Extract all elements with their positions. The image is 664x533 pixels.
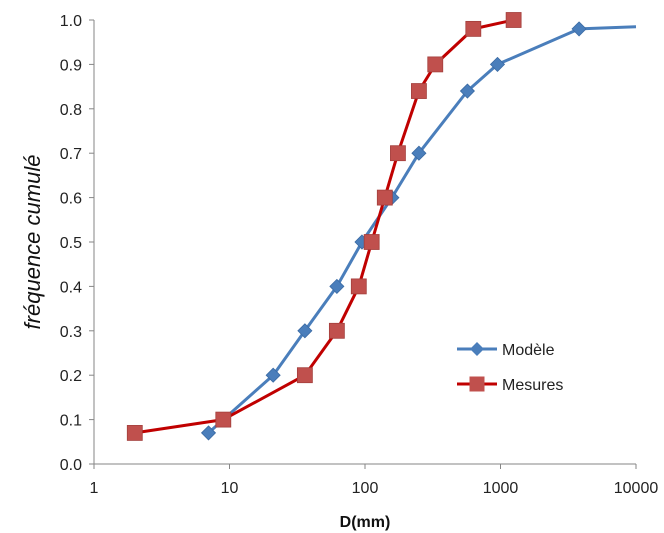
data-point <box>363 234 380 250</box>
data-point <box>297 323 313 339</box>
data-point <box>328 322 345 339</box>
legend: Modèle Mesures <box>457 342 563 394</box>
data-point <box>459 83 475 99</box>
x-tick-labels: 1 10 100 1000 10000 <box>90 480 659 497</box>
x-tick-label: 1 <box>90 480 99 497</box>
y-tick-label: 0.0 <box>60 457 82 474</box>
legend-item: Mesures <box>457 376 563 394</box>
legend-label: Modèle <box>502 342 555 359</box>
x-axis-title: D(mm) <box>340 514 391 531</box>
x-tick-label: 1000 <box>483 480 519 497</box>
series-line <box>134 18 514 435</box>
legend-item: Modèle <box>457 342 555 359</box>
y-tick-labels: 0.0 0.1 0.2 0.3 0.4 0.5 0.6 0.7 0.8 0.9 1.0 <box>60 13 82 474</box>
data-point <box>411 83 427 99</box>
y-axis-title: fréquence cumulé <box>20 155 45 330</box>
y-tick-label: 0.7 <box>60 146 82 163</box>
data-point <box>411 145 427 161</box>
data-point <box>390 145 406 162</box>
data-point <box>265 367 281 383</box>
data-point <box>215 411 232 428</box>
data-point <box>465 20 482 37</box>
data-point <box>427 56 444 73</box>
x-tick-label: 10 <box>221 480 239 497</box>
legend-marker <box>470 342 484 356</box>
data-point <box>296 367 313 384</box>
data-point <box>505 12 522 28</box>
y-tick-label: 1.0 <box>60 13 82 30</box>
legend-marker <box>469 376 485 392</box>
y-tick-label: 0.9 <box>60 57 82 74</box>
data-point <box>489 56 506 72</box>
x-tick-label: 100 <box>352 480 379 497</box>
data-point <box>571 21 587 37</box>
y-tick-label: 0.6 <box>60 191 82 208</box>
y-tick-label: 0.4 <box>60 279 82 296</box>
x-tick-label: 10000 <box>614 480 659 497</box>
y-tick-label: 0.5 <box>60 235 82 252</box>
y-tick-label: 0.8 <box>60 102 82 119</box>
data-point <box>376 189 393 206</box>
y-tick-label: 0.2 <box>60 368 82 385</box>
data-point <box>350 278 367 295</box>
legend-label: Mesures <box>502 377 563 394</box>
series-mesures <box>126 12 522 441</box>
data-point <box>126 425 143 441</box>
axes <box>89 19 637 469</box>
data-point <box>329 278 345 294</box>
y-tick-label: 0.3 <box>60 324 82 341</box>
data-point <box>200 425 217 441</box>
series-layer <box>126 12 637 441</box>
y-tick-label: 0.1 <box>60 413 82 430</box>
